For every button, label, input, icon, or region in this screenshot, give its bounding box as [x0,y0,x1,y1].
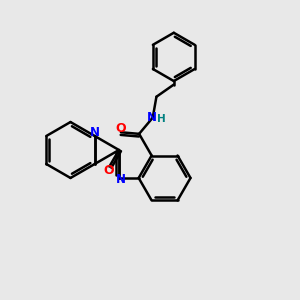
Text: N: N [147,111,157,124]
Text: N: N [90,126,100,139]
Text: O: O [116,122,126,135]
Text: N: N [116,173,125,186]
Text: O: O [103,164,114,178]
Text: H: H [157,113,165,124]
